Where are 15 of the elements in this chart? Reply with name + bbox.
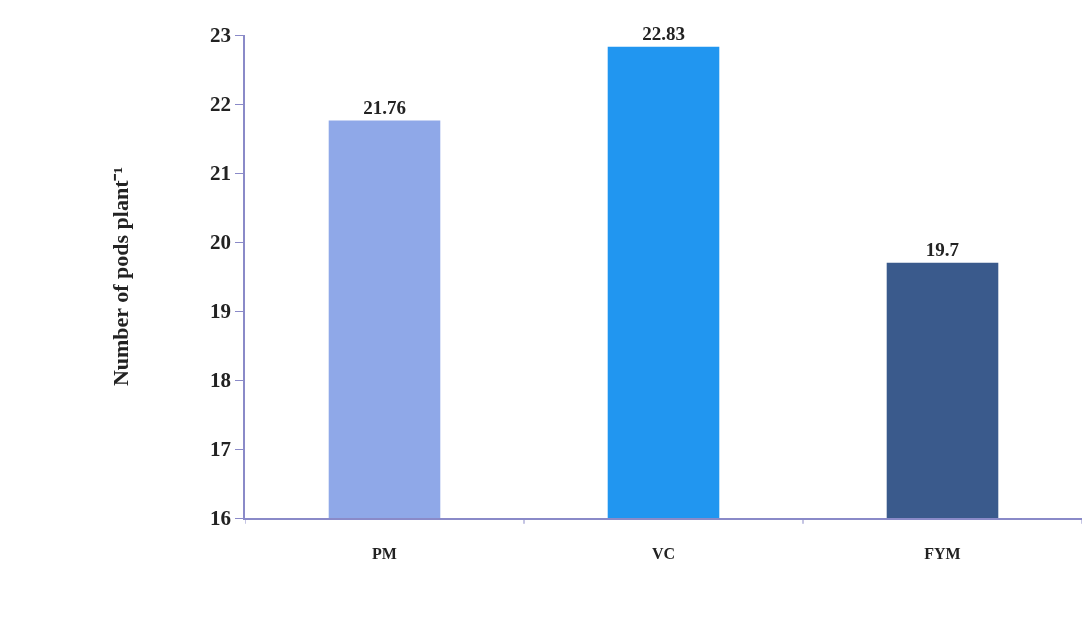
y-tick-label: 21 (210, 161, 232, 186)
y-tick-label: 19 (210, 299, 232, 324)
y-tick-label: 17 (210, 437, 232, 462)
y-tick-label: 18 (210, 368, 232, 393)
x-tick-label: FYM (924, 544, 961, 562)
y-tick-label: 23 (210, 23, 232, 48)
x-tick-label: VC (651, 544, 676, 562)
y-tick-label: 20 (210, 230, 232, 255)
y-tick-label: 16 (210, 506, 232, 531)
data-label: 22.83 (642, 22, 685, 44)
x-tick-label: PM (372, 544, 397, 562)
data-label: 21.76 (363, 96, 406, 118)
data-label: 19.7 (925, 238, 960, 260)
y-axis-title: Number of pods plant⁻¹ (108, 166, 134, 387)
y-tick-label: 22 (210, 92, 232, 117)
